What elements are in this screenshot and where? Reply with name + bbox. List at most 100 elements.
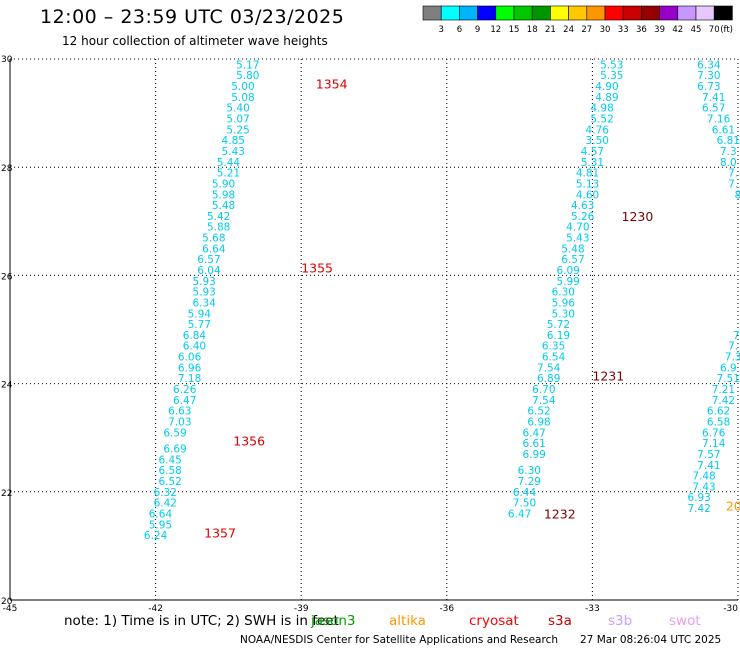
swh-data-point: 6.54: [542, 352, 566, 364]
swh-data-point: 4.70: [566, 222, 589, 234]
swh-data-point: 6.64: [202, 243, 226, 255]
swh-data-point: 7.: [728, 178, 738, 190]
swh-data-point: 7.43: [692, 481, 715, 493]
x-tick-label: -45: [3, 604, 18, 614]
swh-data-point: 6.61: [712, 124, 735, 136]
swh-data-point: 7.54: [532, 395, 556, 407]
x-tick-label: -39: [294, 604, 309, 614]
swh-data-point: 4.90: [595, 81, 618, 93]
swh-data-point: 5.21: [217, 168, 240, 180]
swh-data-point: 6.47: [173, 395, 196, 407]
color-scale-label: 15: [509, 25, 520, 35]
swh-data-point: 7.50: [513, 498, 536, 510]
pass-time-label: 1354: [316, 76, 348, 91]
swh-data-point: 7.42: [712, 395, 735, 407]
swh-data-point: 7.41: [702, 92, 725, 104]
credit-text: NOAA/NESDIS Center for Satellite Applica…: [240, 634, 558, 646]
swh-data-point: 5.17: [236, 59, 259, 71]
y-tick-label: 28: [1, 164, 13, 174]
swh-data-point: 6.47: [508, 508, 531, 520]
swh-data-point: 6.52: [527, 406, 550, 418]
swh-data-point: 5.95: [149, 519, 172, 531]
timestamp-text: 27 Mar 08:26:04 UTC 2025: [580, 634, 722, 646]
color-scale-label: 21: [545, 25, 556, 35]
footer-note-row: note: 1) Time is in UTC; 2) SWH is in fe…: [0, 612, 740, 632]
swh-data-point: 7.3: [725, 352, 740, 364]
swh-data-point: 6.57: [197, 254, 220, 266]
swh-data-point: 7.16: [707, 114, 731, 126]
swh-data-point: 5.77: [188, 319, 211, 331]
swh-data-point: 7.3: [720, 146, 737, 158]
pass-time-label: 1232: [544, 506, 576, 521]
swh-data-point: 7.48: [692, 471, 715, 483]
swh-data-point: 6.30: [518, 465, 541, 477]
swh-data-point: 6.59: [163, 427, 186, 439]
y-tick-label: 30: [1, 55, 13, 65]
swh-data-point: 5.08: [231, 92, 254, 104]
swh-data-point: 5.40: [226, 103, 249, 115]
swh-data-point: 7.51: [717, 373, 740, 385]
swh-data-point: 4.98: [590, 103, 613, 115]
color-scale-label: 18: [527, 25, 538, 35]
swh-data-point: 5.72: [547, 319, 570, 331]
swh-data-point: 7.21: [712, 384, 735, 396]
swh-data-point: 6.04: [197, 265, 221, 277]
pass-time-label: 1231: [592, 368, 624, 383]
color-scale-label: 39: [654, 25, 665, 35]
swh-data-point: 7.30: [697, 70, 720, 82]
y-tick-label: 24: [1, 381, 13, 391]
swh-data-point: 6.96: [178, 362, 202, 374]
swh-data-point: 4.85: [222, 135, 245, 147]
swh-data-point: 6.06: [178, 352, 202, 364]
color-scale-unit: (ft): [720, 25, 733, 35]
swh-data-point: 6.81: [717, 135, 740, 147]
swh-data-point: 7.57: [697, 449, 720, 461]
swh-data-point: 6.52: [158, 476, 181, 488]
swh-data-point: 6.69: [163, 444, 186, 456]
footer-note: note: 1) Time is in UTC; 2) SWH is in fe…: [64, 613, 339, 629]
swh-data-point: 7.: [728, 341, 738, 353]
swh-data-point: 5.13: [576, 178, 599, 190]
swh-data-point: 6.09: [556, 265, 579, 277]
swh-data-point: 7.42: [687, 503, 710, 515]
chart-subtitle: 12 hour collection of altimeter wave hei…: [62, 34, 328, 48]
color-scale-label: 33: [618, 25, 629, 35]
swh-data-point: 6.99: [522, 449, 545, 461]
swh-data-point: 5.31: [581, 157, 604, 169]
swh-data-point: 5.30: [552, 308, 575, 320]
color-scale-label: 24: [563, 25, 574, 35]
swh-data-point: 6.61: [522, 438, 545, 450]
swh-data-point: 6.73: [697, 81, 720, 93]
x-tick-label: -33: [585, 604, 600, 614]
swh-data-point: 4.60: [576, 189, 599, 201]
color-scale-label: 27: [581, 25, 592, 35]
color-scale-label: 30: [600, 25, 611, 35]
swh-data-point: 6.98: [527, 416, 550, 428]
pass-time-label: 1230: [622, 209, 654, 224]
color-swatch-16: [713, 5, 733, 21]
y-tick-label: 26: [1, 272, 13, 282]
color-scale-legend: 3 6 9 12 15 18 21 24 27 30 33 36 39 42 45 70 (ft): [422, 5, 733, 35]
swh-data-point: 5.43: [566, 233, 589, 245]
color-scale-label: 12: [490, 25, 501, 35]
color-scale-label: 45: [691, 25, 702, 35]
swh-data-point: 6.70: [532, 384, 555, 396]
swh-data-point: 6.34: [697, 59, 721, 71]
color-scale-label: 42: [672, 25, 683, 35]
swh-data-point: 5.35: [600, 70, 623, 82]
swh-data-point: 6.42: [154, 498, 177, 510]
color-scale-label: 3: [438, 25, 443, 35]
swh-data-point: 7.: [733, 330, 740, 342]
swh-data-point: 5.93: [192, 287, 215, 299]
swh-data-point: 5.52: [590, 114, 613, 126]
x-tick-label: -42: [148, 604, 163, 614]
swh-data-point: 5.98: [212, 189, 235, 201]
swh-data-point: 6.64: [149, 508, 173, 520]
pass-time-label: 1355: [301, 260, 333, 275]
pass-time-label: 1356: [233, 433, 265, 448]
x-tick-label: -30: [723, 604, 738, 614]
swh-data-point: 6.9: [720, 362, 737, 374]
swh-data-point: 7.41: [697, 460, 720, 472]
swh-data-point: 5.94: [188, 308, 212, 320]
